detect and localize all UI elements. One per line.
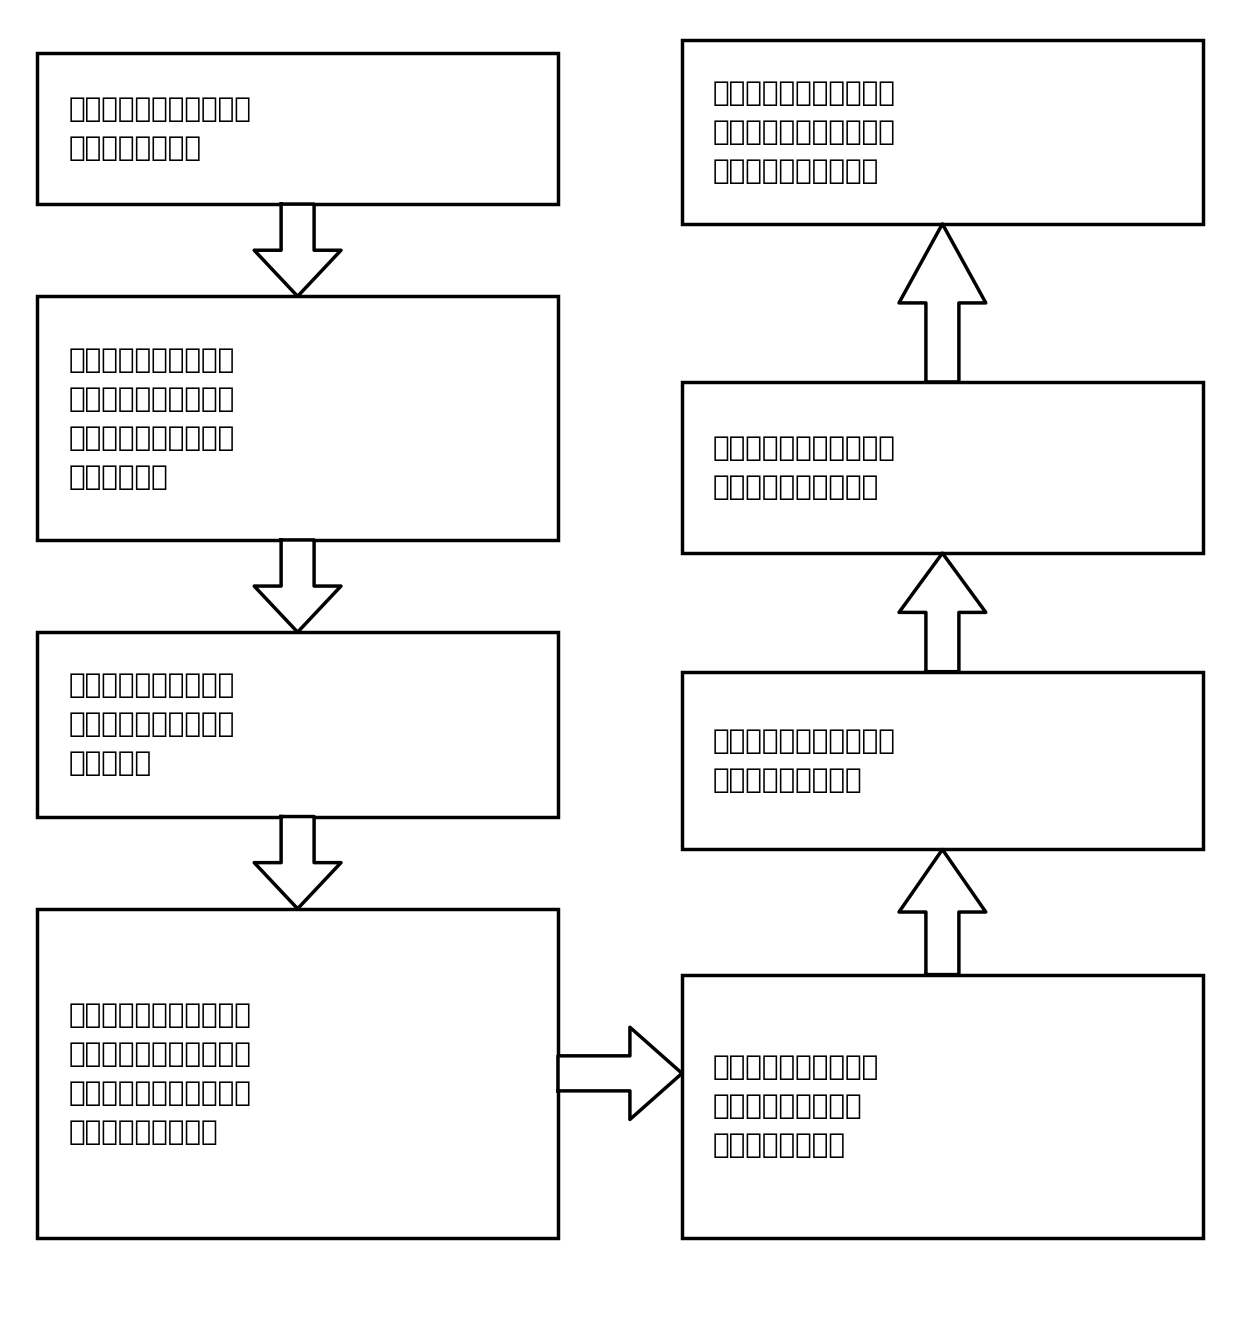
Polygon shape: [254, 204, 341, 296]
Bar: [682, 672, 1203, 849]
Polygon shape: [899, 553, 986, 672]
Bar: [682, 40, 1203, 224]
Bar: [37, 53, 558, 204]
Polygon shape: [899, 849, 986, 975]
Text: 三爪的前端钢板与夹具采
用异性螺钉连接，保证钢
板与夹具相对位置对齐: 三爪的前端钢板与夹具采 用异性螺钉连接，保证钢 板与夹具相对位置对齐: [713, 79, 895, 184]
Bar: [37, 632, 558, 817]
Polygon shape: [558, 1027, 682, 1119]
Text: 三爪与夹具整体进行人工
时效，去除焊接应力: 三爪与夹具整体进行人工 时效，去除焊接应力: [713, 727, 895, 794]
Polygon shape: [899, 224, 986, 382]
Bar: [37, 296, 558, 540]
Text: 三爪与夹具之间采用螺钉
连接，销钉定位定角度: 三爪与夹具之间采用螺钉 连接，销钉定位定角度: [713, 435, 895, 500]
Text: 将热弯成型的槽钢与三
爪的前端钢板、尾部法
兰进行点焊: 将热弯成型的槽钢与三 爪的前端钢板、尾部法 兰进行点焊: [68, 672, 234, 777]
Text: 将热弯成型的槽钢与三
爪前端钢板、尾部法
兰、肋板进行满焊: 将热弯成型的槽钢与三 爪前端钢板、尾部法 兰、肋板进行满焊: [713, 1054, 879, 1159]
Bar: [682, 975, 1203, 1238]
Polygon shape: [254, 540, 341, 632]
Bar: [37, 909, 558, 1238]
Polygon shape: [254, 817, 341, 909]
Text: 将热弯成型的槽钢与三爪
的前端钢板之间的肋板进
行点焊，肋板加强槽钢与
前端钢板的连接强度: 将热弯成型的槽钢与三爪 的前端钢板之间的肋板进 行点焊，肋板加强槽钢与 前端钢板…: [68, 1001, 250, 1146]
Bar: [682, 382, 1203, 553]
Text: 三爪的前端钢板与夹具
螺钉连接，三爪尾部法
兰与夹具间分别通过螺
钉和销钉连接: 三爪的前端钢板与夹具 螺钉连接，三爪尾部法 兰与夹具间分别通过螺 钉和销钉连接: [68, 345, 234, 491]
Text: 槽钢折弯，激光切割三爪
的前端钢板和肋板: 槽钢折弯，激光切割三爪 的前端钢板和肋板: [68, 95, 250, 162]
